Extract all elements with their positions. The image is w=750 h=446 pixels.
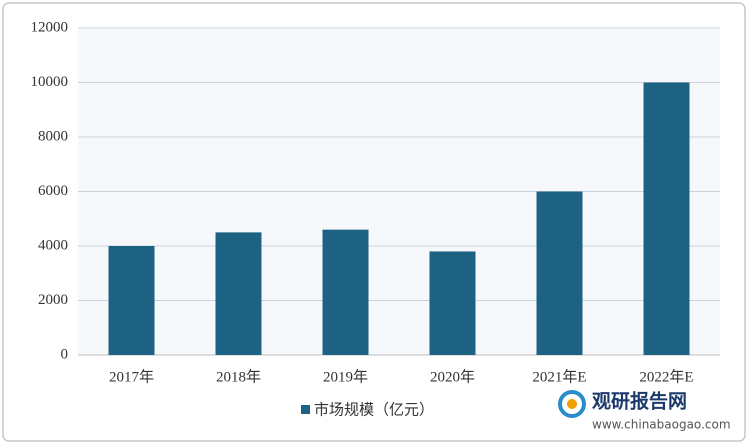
x-tick-label: 2020年	[430, 368, 475, 385]
legend-label: 市场规模（亿元）	[314, 401, 434, 419]
bar	[215, 232, 262, 355]
y-tick-label: 2000	[38, 292, 68, 308]
y-tick-label: 6000	[38, 183, 68, 199]
x-tick-label: 2022年E	[639, 368, 693, 385]
watermark-brand: 观研报告网	[592, 390, 687, 413]
x-tick-label: 2019年	[323, 368, 368, 385]
y-tick-label: 4000	[38, 237, 68, 253]
x-tick-label: 2017年	[109, 368, 154, 385]
x-tick-label: 2021年E	[532, 368, 586, 385]
bar	[322, 229, 369, 355]
legend-swatch	[301, 405, 310, 414]
x-tick-label: 2018年	[216, 368, 261, 385]
y-tick-label: 0	[61, 346, 69, 362]
y-tick-label: 12000	[31, 19, 69, 35]
watermark-logo	[558, 390, 586, 418]
watermark-url: www.chinabaogao.com	[592, 418, 731, 432]
bar	[429, 251, 476, 355]
bar	[108, 246, 155, 355]
y-tick-label: 10000	[31, 74, 69, 90]
bar	[643, 82, 690, 355]
bar	[536, 191, 583, 355]
y-tick-label: 8000	[38, 128, 68, 144]
